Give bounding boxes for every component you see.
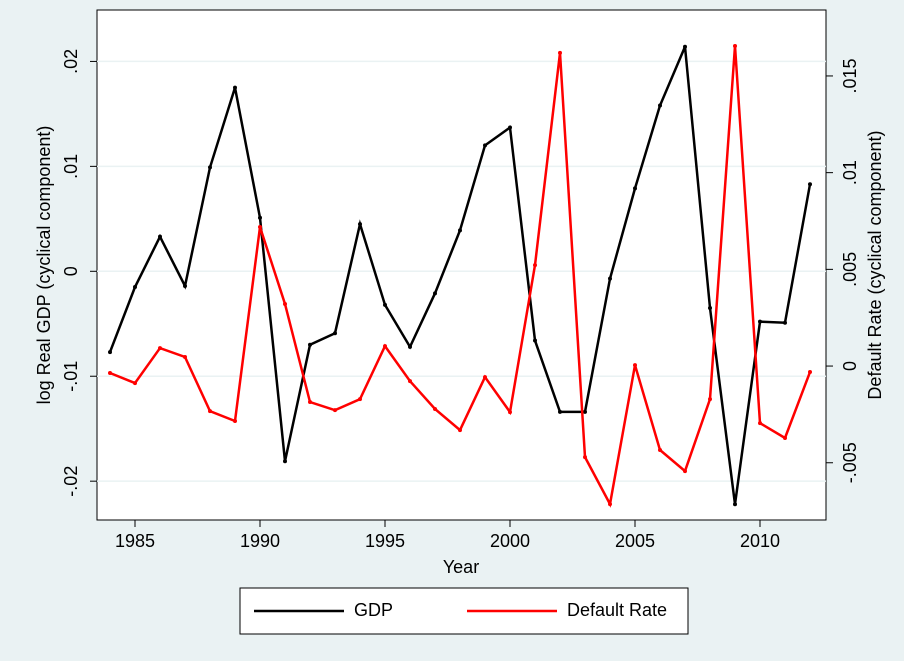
point [108,350,112,355]
point [683,44,687,49]
y-tick-label: -.01 [61,361,81,392]
point [633,363,637,368]
point [108,371,112,376]
x-tick-label: 2010 [740,531,780,551]
point [208,165,212,170]
point [408,379,412,384]
point [308,342,312,347]
point [383,302,387,307]
point [383,344,387,349]
point [558,409,562,414]
point [658,447,662,452]
plot-area [96,9,827,521]
point [358,397,362,402]
point [358,222,362,227]
point [483,375,487,380]
point [533,338,537,343]
point [583,455,587,460]
point [183,283,187,288]
legend-label: Default Rate [567,600,667,620]
point [458,228,462,233]
point [708,397,712,402]
y-tick-label: .02 [61,49,81,74]
y2-tick-label: 0 [840,361,860,371]
legend-label: GDP [354,600,393,620]
point [283,459,287,464]
point [308,400,312,405]
point [708,306,712,311]
point [333,408,337,413]
point [733,502,737,507]
point [508,125,512,130]
y2-tick-label: .015 [840,58,860,93]
point [183,354,187,359]
point [258,224,262,229]
point [783,435,787,440]
x-tick-label: 1985 [115,531,155,551]
point [758,319,762,324]
point [433,406,437,411]
point [808,182,812,187]
x-axis-title: Year [443,557,479,577]
point [658,103,662,108]
point [233,418,237,423]
x-tick-label: 2000 [490,531,530,551]
point [608,276,612,281]
point [233,85,237,90]
point [258,215,262,220]
point [408,344,412,349]
point [158,234,162,239]
point [733,43,737,48]
point [633,186,637,191]
point [533,263,537,268]
x-tick-label: 1995 [365,531,405,551]
point [508,410,512,415]
point [683,469,687,474]
point [583,409,587,414]
point [433,291,437,296]
point [558,50,562,55]
x-tick-label: 1990 [240,531,280,551]
point [608,502,612,507]
y2-axis-title: Default Rate (cyclical component) [865,130,885,399]
point [333,331,337,336]
y2-tick-label: -.005 [840,442,860,483]
y2-tick-label: .005 [840,252,860,287]
x-tick-label: 2005 [615,531,655,551]
point [208,409,212,414]
y-tick-label: -.02 [61,466,81,497]
point [808,370,812,375]
point [158,346,162,351]
point [133,285,137,290]
y-tick-label: 0 [61,266,81,276]
y-tick-label: .01 [61,154,81,179]
point [283,301,287,306]
y2-tick-label: .01 [840,160,860,185]
point [483,143,487,148]
y-axis-title: log Real GDP (cyclical component) [34,126,54,405]
point [758,421,762,426]
point [458,428,462,433]
point [783,320,787,325]
point [133,381,137,386]
